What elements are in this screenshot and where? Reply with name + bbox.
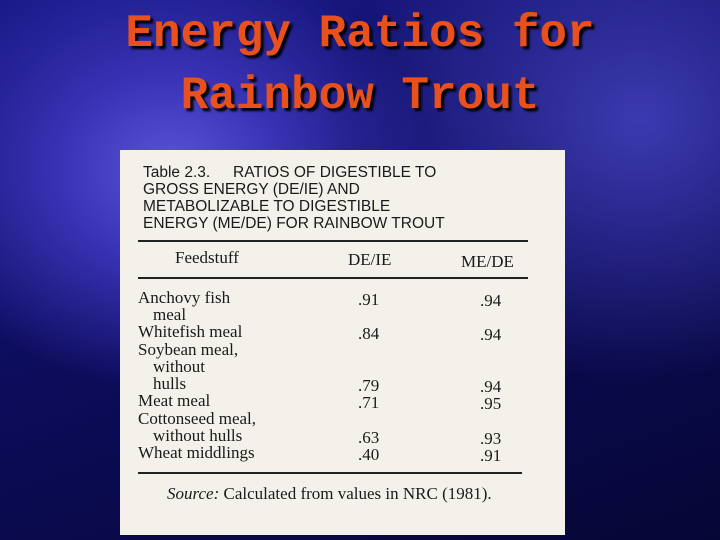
table-image: Table 2.3. RATIOS OF DIGESTIBLE TO GROSS… bbox=[120, 150, 565, 535]
me-de-value: .91 bbox=[480, 446, 502, 465]
rule bbox=[138, 240, 528, 242]
de-ie-value: .63 bbox=[358, 428, 380, 447]
me-de-value: .94 bbox=[480, 325, 502, 344]
feedstuff: without hulls bbox=[153, 426, 243, 445]
rule bbox=[138, 277, 528, 279]
column-header: Feedstuff bbox=[175, 248, 239, 267]
me-de-value: .93 bbox=[480, 429, 502, 448]
table-caption: GROSS ENERGY (DE/IE) AND bbox=[143, 181, 360, 198]
feedstuff: Wheat middlings bbox=[138, 443, 255, 462]
source-text: Calculated from values in NRC (1981). bbox=[223, 484, 492, 503]
feedstuff: meal bbox=[153, 305, 187, 324]
table-caption: ENERGY (ME/DE) FOR RAINBOW TROUT bbox=[143, 215, 445, 232]
column-header: DE/IE bbox=[348, 250, 392, 269]
slide-title: Rainbow Trout bbox=[180, 70, 540, 122]
feedstuff: Soybean meal, bbox=[138, 340, 239, 359]
feedstuff: hulls bbox=[153, 374, 187, 393]
slide-title: Energy Ratios for bbox=[125, 8, 595, 60]
me-de-value: .94 bbox=[480, 377, 502, 396]
feedstuff: without bbox=[153, 357, 205, 376]
table-caption: METABOLIZABLE TO DIGESTIBLE bbox=[143, 198, 391, 215]
feedstuff: Cottonseed meal, bbox=[138, 409, 257, 428]
feedstuff: Anchovy fish bbox=[138, 288, 231, 307]
rule bbox=[138, 472, 522, 474]
de-ie-value: .40 bbox=[358, 445, 380, 464]
de-ie-value: .79 bbox=[358, 376, 380, 395]
feedstuff: Whitefish meal bbox=[138, 322, 243, 341]
source-label: Source: bbox=[167, 484, 220, 503]
table-label: Table 2.3. bbox=[143, 164, 211, 181]
column-header: ME/DE bbox=[461, 252, 514, 271]
me-de-value: .94 bbox=[480, 291, 502, 310]
feedstuff: Meat meal bbox=[138, 391, 211, 410]
de-ie-value: .71 bbox=[358, 393, 380, 412]
de-ie-value: .91 bbox=[358, 290, 380, 309]
de-ie-value: .84 bbox=[358, 324, 380, 343]
source-note: Source: Calculated from values in NRC (1… bbox=[167, 485, 492, 502]
table-caption: RATIOS OF DIGESTIBLE TO bbox=[233, 164, 437, 181]
me-de-value: .95 bbox=[480, 394, 502, 413]
